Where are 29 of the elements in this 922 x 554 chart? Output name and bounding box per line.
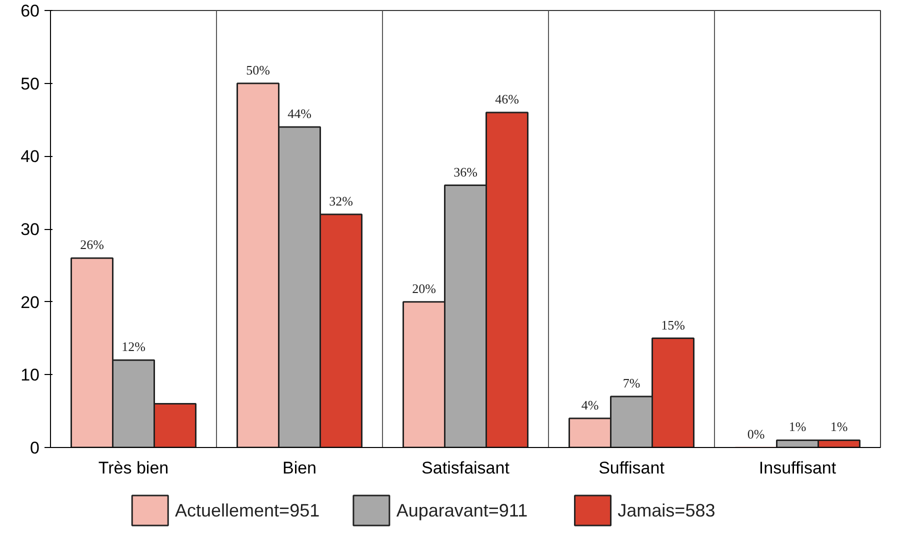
data-label: 0%	[747, 426, 765, 442]
y-tick-label: 60	[20, 2, 40, 20]
data-label: 32%	[329, 193, 354, 208]
data-label: 44%	[288, 106, 312, 122]
data-label: 20%	[412, 280, 436, 296]
x-tick-label: Très bien	[98, 458, 169, 478]
data-label: 46%	[495, 91, 520, 106]
data-label: 36%	[454, 164, 478, 180]
legend-label: Actuellement=951	[175, 500, 320, 520]
data-label: 7%	[622, 376, 640, 391]
data-label: 4%	[581, 397, 599, 412]
legend-label: Auparavant=911	[396, 500, 528, 520]
x-tick-label: Suffisant	[598, 458, 665, 478]
legend-label: Jamais=583	[618, 500, 716, 520]
x-tick-label: Bien	[282, 458, 317, 478]
y-tick-label: 0	[30, 438, 40, 458]
y-tick-label: 50	[20, 74, 40, 94]
y-tick-label: 20	[20, 292, 40, 312]
data-label: 1%	[788, 419, 806, 434]
data-label: 50%	[246, 62, 270, 78]
x-tick-label: Satisfaisant	[422, 458, 510, 478]
data-label: 26%	[80, 237, 104, 252]
data-label: 15%	[661, 317, 686, 332]
data-label: 1%	[830, 419, 848, 434]
data-label: 12%	[122, 339, 146, 354]
x-tick-label: Insuffisant	[758, 458, 836, 478]
y-tick-label: 40	[20, 147, 40, 166]
y-tick-label: 30	[20, 220, 40, 239]
y-tick-label: 10	[20, 366, 40, 385]
